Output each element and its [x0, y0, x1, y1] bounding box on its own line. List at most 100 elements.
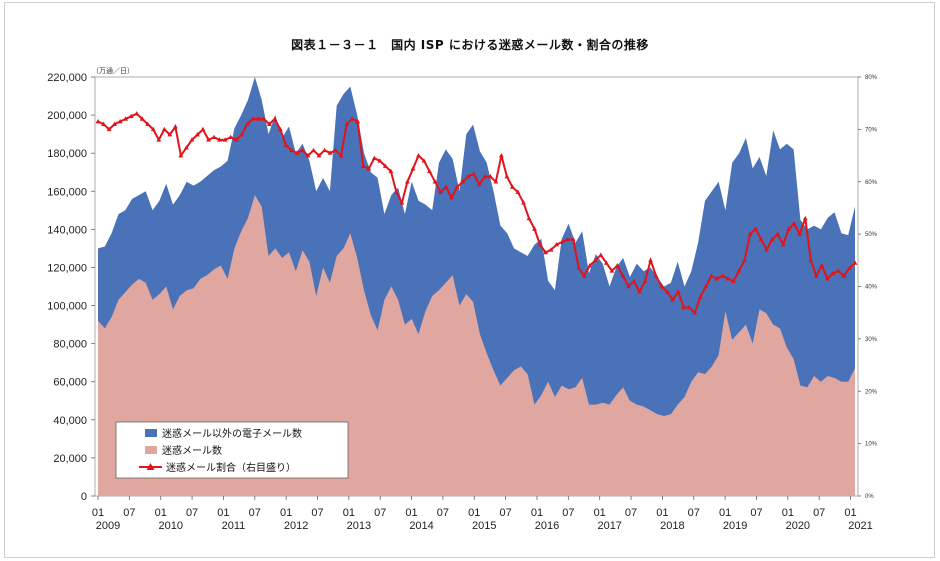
ratio-marker [758, 236, 764, 242]
x-month-label: 01 [405, 507, 417, 519]
x-month-label: 01 [844, 507, 856, 519]
ratio-marker [333, 147, 338, 153]
ratio-marker [150, 126, 156, 132]
ratio-marker [510, 184, 515, 189]
right-tick-label: 60% [865, 180, 878, 186]
ratio-marker [261, 116, 267, 121]
x-month-label: 07 [500, 507, 512, 519]
ratio-marker [178, 152, 184, 158]
ratio-marker [300, 147, 305, 153]
x-month-label: 07 [311, 507, 323, 519]
left-tick-label: 120,000 [47, 262, 87, 274]
ratio-marker [747, 231, 753, 236]
ratio-marker [603, 260, 609, 265]
ratio-marker [598, 252, 604, 257]
right-tick-label: 80% [865, 75, 878, 81]
ratio-marker [653, 273, 659, 278]
x-month-label: 01 [594, 507, 606, 519]
left-tick-label: 20,000 [53, 453, 87, 465]
ratio-marker [399, 200, 405, 205]
legend-label-other: 迷惑メール以外の電子メール数 [162, 427, 302, 440]
x-month-label: 01 [92, 507, 104, 519]
x-year-label: 2018 [660, 520, 684, 532]
ratio-marker [581, 273, 587, 278]
x-year-label: 2013 [347, 520, 371, 532]
ratio-marker [813, 273, 819, 278]
ratio-marker [504, 173, 510, 179]
ratio-marker [769, 236, 775, 242]
ratio-marker [195, 132, 200, 137]
ratio-marker [725, 276, 731, 281]
ratio-marker [824, 276, 830, 281]
ratio-marker [112, 121, 117, 126]
left-tick-label: 40,000 [53, 415, 87, 427]
ratio-marker [460, 179, 466, 184]
x-year-label: 2010 [158, 520, 182, 532]
right-tick-label: 40% [865, 285, 878, 291]
ratio-marker [327, 150, 333, 155]
ratio-marker [797, 231, 803, 236]
ratio-marker [443, 184, 449, 189]
ratio-marker [438, 189, 443, 195]
spam-ratio-markers [95, 111, 858, 315]
ratio-marker [631, 278, 637, 284]
x-month-label: 07 [249, 507, 261, 519]
ratio-marker [388, 168, 394, 174]
x-month-label: 01 [719, 507, 731, 519]
ratio-marker [670, 296, 676, 302]
ratio-marker [642, 278, 648, 284]
x-month-label: 07 [437, 507, 449, 519]
ratio-marker [548, 247, 554, 252]
right-tick-label: 10% [865, 442, 878, 448]
ratio-marker [233, 137, 239, 142]
left-tick-label: 180,000 [47, 148, 87, 160]
ratio-marker [570, 236, 576, 242]
ratio-marker [487, 173, 493, 179]
right-tick-label: 70% [865, 127, 878, 133]
left-tick-label: 160,000 [47, 186, 87, 198]
x-year-label: 2015 [472, 520, 496, 532]
x-year-label: 2019 [723, 520, 747, 532]
ratio-marker [200, 126, 206, 132]
ratio-marker [714, 276, 720, 281]
ratio-marker [421, 158, 427, 163]
x-month-label: 07 [562, 507, 574, 519]
ratio-marker [416, 152, 421, 158]
left-tick-label: 100,000 [47, 301, 87, 313]
ratio-marker [239, 132, 245, 137]
x-axis: 01 07 01 07 01 07 01 07 01 07 01 07 01 07 01 07 01 07 01 07… [92, 496, 873, 532]
ratio-marker [498, 152, 504, 158]
x-year-label: 2009 [96, 520, 120, 532]
ratio-marker [736, 268, 742, 273]
legend-marker-ratio [146, 463, 155, 470]
x-month-label: 01 [782, 507, 794, 519]
ratio-marker [841, 273, 847, 278]
ratio-marker [764, 247, 769, 252]
ratio-marker [305, 152, 311, 158]
x-year-label: 2021 [848, 520, 872, 532]
ratio-marker [283, 142, 289, 147]
chart-frame [4, 2, 935, 558]
ratio-marker [731, 278, 736, 284]
ratio-marker [819, 262, 825, 268]
ratio-marker [559, 239, 565, 244]
ratio-marker [543, 249, 548, 255]
ratio-marker [272, 116, 278, 121]
ratio-marker [482, 173, 488, 179]
ratio-marker [217, 137, 222, 142]
ratio-marker [206, 137, 211, 142]
ratio-marker [371, 155, 377, 160]
left-tick-label: 80,000 [53, 339, 87, 351]
ratio-marker [686, 304, 692, 310]
ratio-marker [708, 273, 714, 278]
left-tick-label: 200,000 [47, 110, 87, 122]
ratio-marker [156, 137, 162, 142]
ratio-marker [465, 173, 471, 179]
ratio-marker [349, 116, 355, 121]
ratio-marker [277, 126, 283, 132]
right-tick-label: 20% [865, 389, 878, 395]
ratio-marker [742, 257, 747, 263]
left-tick-label: 0 [81, 491, 87, 503]
ratio-marker [344, 121, 350, 126]
